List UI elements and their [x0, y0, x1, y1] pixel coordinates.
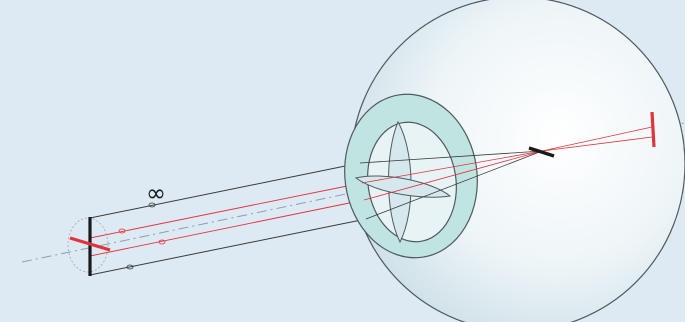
- incoming-rays: [89, 162, 367, 276]
- lens: [354, 120, 452, 244]
- ray-marker: [118, 228, 126, 234]
- focal-image-bar: [528, 146, 555, 158]
- ray-marker: [126, 264, 134, 270]
- retina-ray-red: [541, 126, 653, 152]
- ray-markers: [118, 202, 166, 270]
- retina-ray-red: [541, 136, 653, 152]
- focus-ray-dark: [359, 150, 543, 164]
- retinal-image-bar: [650, 111, 656, 148]
- distant-object: [67, 217, 111, 276]
- infinity-label: ∞: [146, 179, 166, 207]
- focusing-rays: [359, 126, 653, 220]
- lens-horizontal: [354, 175, 452, 198]
- ray-lower-red: [89, 199, 365, 257]
- ray-marker: [158, 239, 166, 245]
- ray-marker: [148, 202, 156, 208]
- ray-upper-red: [89, 182, 363, 239]
- ray-top-dark: [89, 162, 361, 219]
- object-halo: [67, 217, 109, 273]
- focus-ray-red: [363, 150, 543, 201]
- focus-ray-red: [361, 150, 543, 184]
- focus-ray-dark: [365, 150, 543, 220]
- object-horizontal-bar: [69, 236, 111, 252]
- ray-bottom-dark: [89, 218, 367, 276]
